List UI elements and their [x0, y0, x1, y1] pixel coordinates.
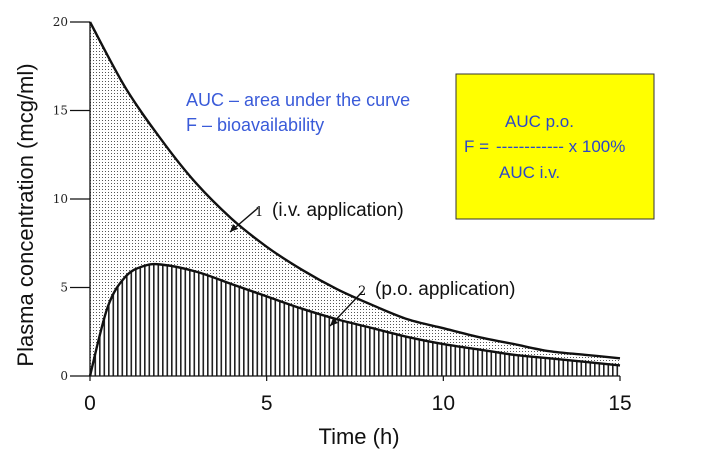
axes — [70, 21, 621, 381]
note-auc: AUC – area under the curve — [186, 90, 410, 110]
series-1-number: 1 — [255, 205, 263, 220]
formula-lhs: F = — [464, 137, 489, 156]
y-tick-label: 15 — [53, 104, 68, 118]
formula-fraction-line: ------------ x 100% — [496, 137, 625, 156]
x-tick-label: 0 — [84, 392, 96, 415]
y-tick-label: 20 — [53, 15, 68, 29]
tick-labels: 0 5 10 15 20 0 5 10 15 — [53, 15, 632, 415]
y-tick-label: 5 — [60, 281, 68, 295]
series-1-line — [88, 21, 621, 360]
formula-numerator: AUC p.o. — [505, 112, 574, 131]
x-axis-label: Time (h) — [318, 424, 399, 449]
series-2-line — [88, 262, 621, 377]
areas-layer — [88, 21, 621, 377]
series-2-area — [90, 264, 620, 376]
y-axis-label: Plasma concentration (mcg/ml) — [13, 63, 38, 366]
x-tick-label: 10 — [432, 392, 455, 415]
y-tick-label: 10 — [53, 192, 68, 206]
y-tick-label: 0 — [60, 369, 68, 383]
formula-box — [455, 73, 655, 220]
series-1-label-arrowhead — [230, 224, 238, 232]
series-2-label: (p.o. application) — [375, 279, 515, 300]
series-2-label-leader — [329, 290, 364, 327]
formula-denominator: AUC i.v. — [499, 163, 560, 182]
x-tick-label: 15 — [608, 392, 631, 415]
series-1-label: (i.v. application) — [272, 200, 404, 221]
note-bioavailability: F – bioavailability — [186, 115, 324, 135]
series-2-label-arrowhead — [330, 318, 338, 326]
x-tick-label: 5 — [261, 392, 273, 415]
